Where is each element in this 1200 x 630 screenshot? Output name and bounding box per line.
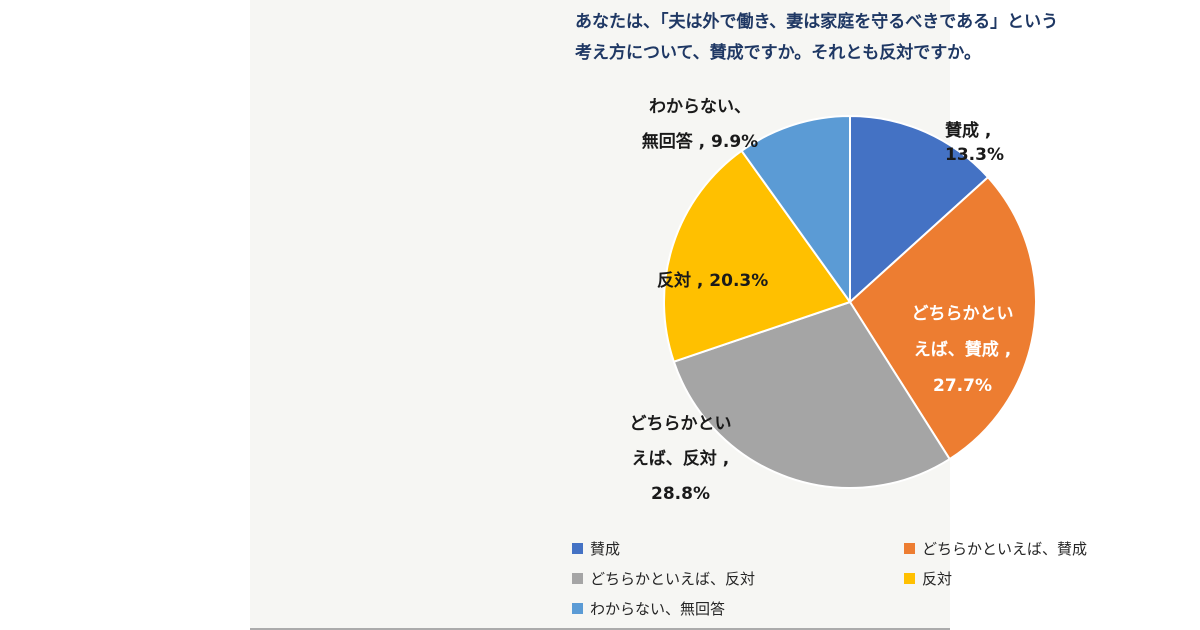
legend-label-unknown: わからない、無回答: [590, 600, 726, 618]
legend-swatch-unknown-icon: [572, 603, 583, 614]
chart-title-line2: 考え方について、賛成ですか。それとも反対ですか。: [575, 43, 981, 63]
chart-title-line1: あなたは、「夫は外で働き、妻は家庭を守るべきである」という: [575, 12, 1059, 32]
legend-swatch-oppose-icon: [904, 573, 915, 584]
legend-label-oppose: 反対: [922, 570, 953, 588]
data-label-unknown: わからない、 無回答 , 9.9%: [641, 97, 759, 152]
pie-slice-4: [740, 114, 851, 306]
pie-chart: [663, 114, 1037, 489]
pie-slice-0: [849, 114, 990, 305]
data-label-oppose: 反対 , 20.3%: [657, 271, 769, 291]
legend-swatch-somewhat-oppose-icon: [572, 573, 583, 584]
chart-title: あなたは、「夫は外で働き、妻は家庭を守るべきである」という 考え方について、賛成…: [575, 7, 1155, 69]
data-label-agree: 賛成 , 13.3%: [945, 121, 1004, 165]
legend-item-oppose: 反対: [904, 570, 953, 588]
legend-item-somewhat-agree: どちらかといえば、賛成: [904, 540, 1088, 558]
chart-panel: あなたは、「夫は外で働き、妻は家庭を守るべきである」という 考え方について、賛成…: [250, 0, 1087, 630]
pie-slice-2: [672, 300, 952, 489]
legend-label-somewhat-agree: どちらかといえば、賛成: [922, 540, 1088, 558]
legend-item-somewhat-oppose: どちらかといえば、反対: [572, 570, 756, 588]
legend-item-unknown: わからない、無回答: [572, 600, 726, 618]
legend-swatch-agree-icon: [572, 543, 583, 554]
legend-label-somewhat-oppose: どちらかといえば、反対: [590, 570, 756, 588]
pie-slice-3: [663, 149, 852, 363]
data-label-somewhat-agree: どちらかとい えば、賛成 , 27.7%: [911, 304, 1014, 396]
pie-slice-1: [848, 175, 1037, 461]
legend-item-agree: 賛成: [572, 540, 621, 558]
data-label-somewhat-oppose: どちらかとい えば、反対 , 28.8%: [629, 414, 732, 504]
legend-label-agree: 賛成: [590, 540, 621, 558]
legend-swatch-somewhat-agree-icon: [904, 543, 915, 554]
